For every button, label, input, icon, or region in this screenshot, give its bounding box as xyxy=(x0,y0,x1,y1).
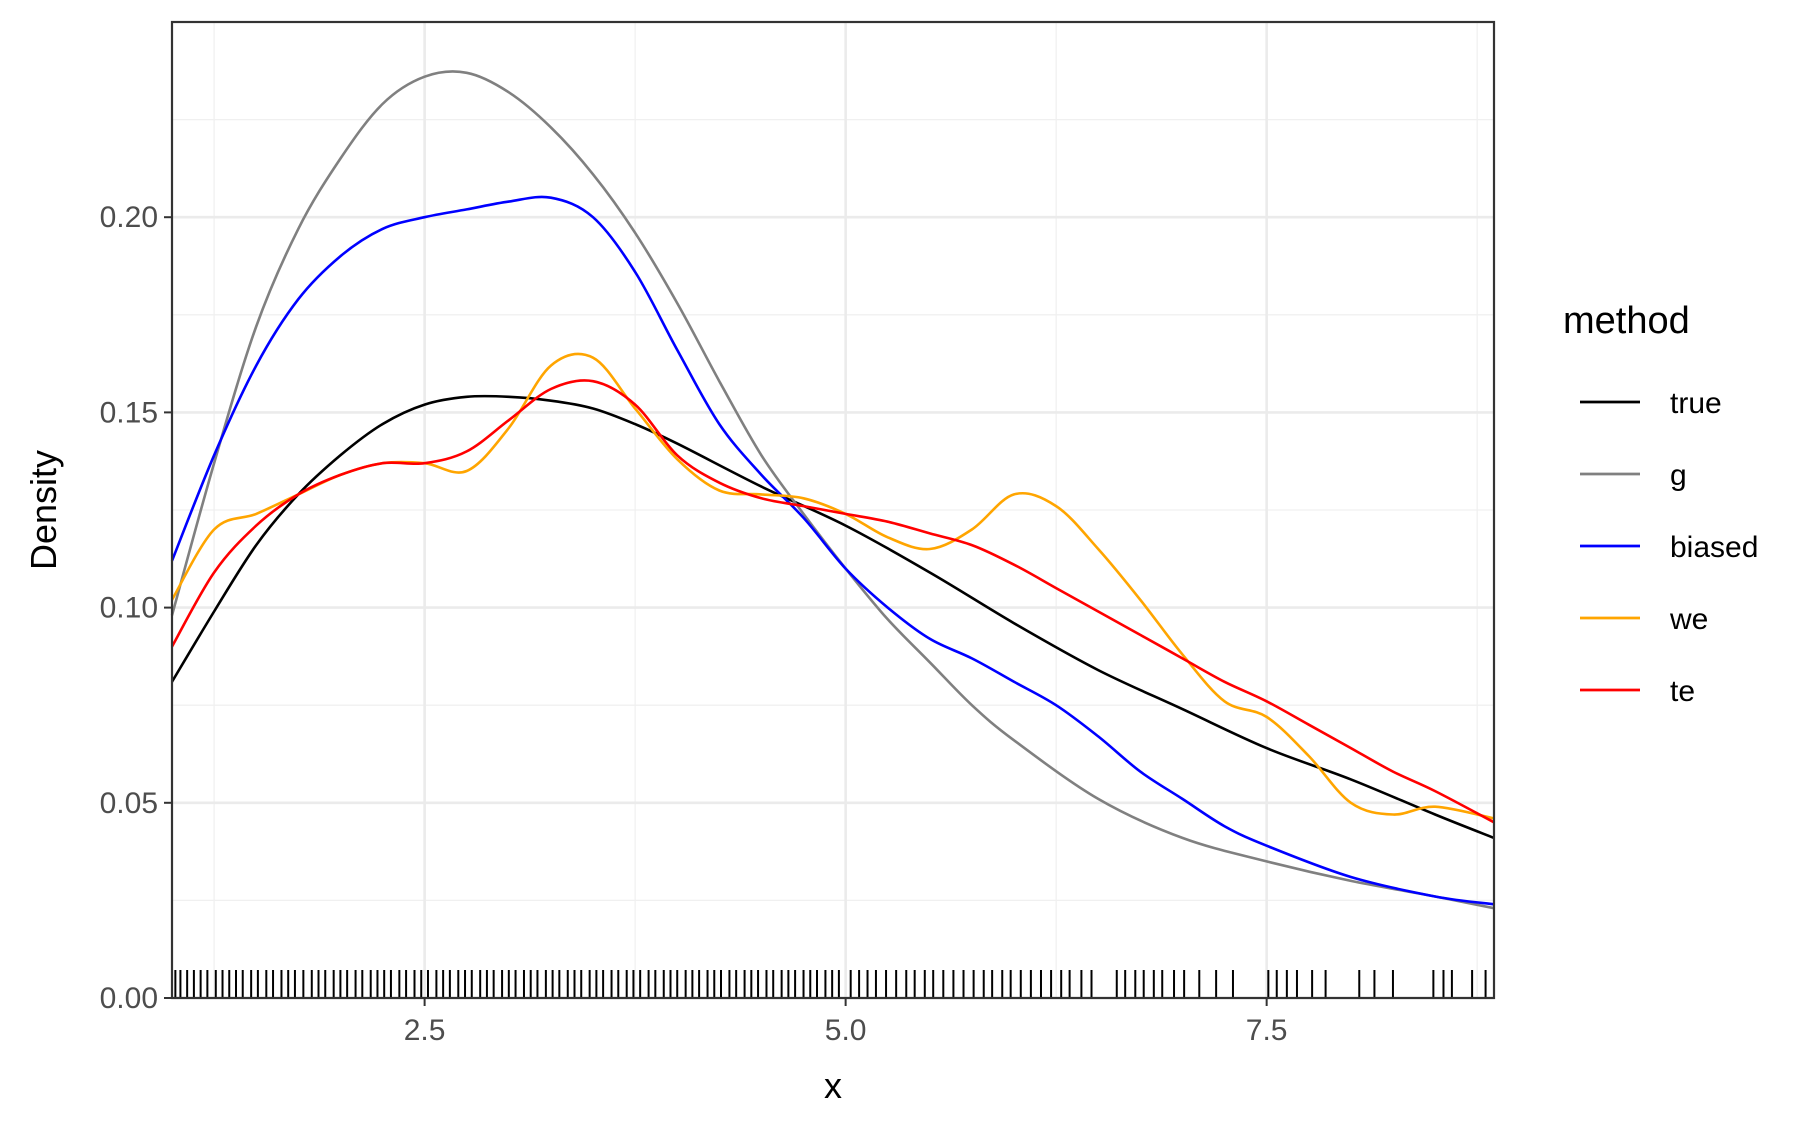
x-axis: 2.5 5.0 7.5 xyxy=(404,998,1288,1047)
legend-label-we: we xyxy=(1669,603,1708,636)
series-line-te xyxy=(170,379,1495,824)
minor-gridlines xyxy=(172,22,1494,998)
panel-border xyxy=(170,20,1496,1000)
legend-label-g: g xyxy=(1670,459,1687,492)
y-axis: 0.00 0.05 0.10 0.15 0.20 xyxy=(100,201,172,1015)
x-tick-label: 5.0 xyxy=(825,1014,867,1047)
series-line-true xyxy=(170,394,1495,840)
legend-label-te: te xyxy=(1670,675,1695,708)
plot-panel xyxy=(170,20,1496,1000)
series-line-g xyxy=(170,70,1495,910)
x-axis-title: x xyxy=(824,1065,842,1106)
x-tick-label: 2.5 xyxy=(404,1014,446,1047)
y-axis-title: Density xyxy=(23,450,64,570)
rug-marks xyxy=(174,970,1487,998)
y-tick-label: 0.05 xyxy=(100,787,158,820)
y-tick-label: 0.00 xyxy=(100,982,158,1015)
y-tick-label: 0.15 xyxy=(100,396,158,429)
legend: method true g biased we te xyxy=(1563,300,1758,708)
legend-title: method xyxy=(1563,300,1690,342)
legend-items: true g biased we te xyxy=(1580,387,1758,708)
legend-label-biased: biased xyxy=(1670,531,1758,564)
y-tick-label: 0.10 xyxy=(100,592,158,625)
series-lines xyxy=(170,70,1495,910)
series-line-biased xyxy=(170,195,1495,906)
y-tick-label: 0.20 xyxy=(100,201,158,234)
x-tick-label: 7.5 xyxy=(1246,1014,1288,1047)
legend-label-true: true xyxy=(1670,387,1722,420)
